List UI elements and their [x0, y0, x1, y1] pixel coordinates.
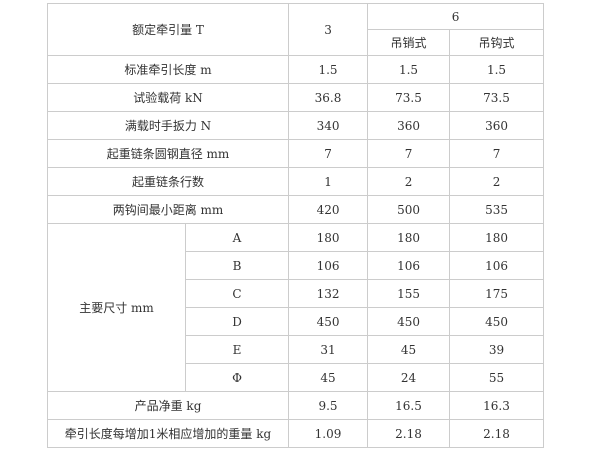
cell-value: 45 [367, 335, 451, 364]
cell-value: 2.18 [449, 419, 545, 448]
cell-value: 500 [367, 195, 451, 224]
row-label: 标准牵引长度 m [46, 55, 290, 84]
cell-value: 1.5 [449, 55, 545, 84]
table-row-min-hook-distance: 两钩间最小距离 mm 420 500 535 [46, 195, 545, 224]
header-capacity-3t: 3 [288, 3, 369, 56]
cell-value: 7 [288, 139, 369, 168]
table-row-dimension-d: D 450 450 450 [48, 307, 545, 336]
header-row-top: 额定牵引量 T 3 6 [46, 3, 545, 56]
cell-value: 1 [288, 167, 369, 196]
cell-value: 16.5 [367, 391, 451, 420]
header-capacity-6t: 6 [367, 3, 545, 30]
cell-value: 55 [449, 363, 545, 392]
table-row-dimension-e: E 31 45 39 [48, 335, 545, 364]
table-row-dimension-c: C 132 155 175 [48, 279, 545, 308]
cell-value: 24 [367, 363, 451, 392]
cell-value: 106 [288, 251, 369, 280]
cell-value: 155 [367, 279, 451, 308]
table-row-weight-per-extra-meter: 牵引长度每增加1米相应增加的重量 kg 1.09 2.18 2.18 [46, 419, 545, 448]
cell-value: 180 [367, 223, 451, 252]
cell-value: 2.18 [367, 419, 451, 448]
dimension-letter: Φ [184, 363, 290, 392]
cell-value: 73.5 [449, 83, 545, 112]
dimension-letter: A [184, 223, 290, 252]
cell-value: 450 [288, 307, 369, 336]
table-row-dimension-phi: Φ 45 24 55 [48, 363, 545, 392]
cell-value: 16.3 [449, 391, 545, 420]
cell-value: 535 [449, 195, 545, 224]
main-dimensions-label: 主要尺寸 mm [47, 223, 186, 392]
dimension-letter: E [184, 335, 290, 364]
table-row-dimension-a: 主要尺寸 mm A 180 180 180 [47, 223, 545, 392]
product-spec-table: 额定牵引量 T 3 6 吊销式 吊钩式 标准牵引长度 m 1.5 1.5 1.5… [46, 3, 545, 448]
cell-value: 180 [449, 223, 545, 252]
table-row-dimension-b: B 106 106 106 [48, 251, 545, 280]
cell-value: 2 [367, 167, 451, 196]
cell-value: 180 [288, 223, 369, 252]
row-label: 产品净重 kg [46, 391, 290, 420]
dimension-letter: D [184, 307, 290, 336]
cell-value: 1.09 [288, 419, 369, 448]
cell-value: 39 [449, 335, 545, 364]
row-label: 起重链条行数 [46, 167, 290, 196]
cell-value: 360 [449, 111, 545, 140]
row-label: 满载时手扳力 N [46, 111, 290, 140]
cell-value: 31 [288, 335, 369, 364]
cell-value: 7 [449, 139, 545, 168]
dimension-letter: C [184, 279, 290, 308]
cell-value: 420 [288, 195, 369, 224]
table-row-net-weight: 产品净重 kg 9.5 16.5 16.3 [46, 391, 545, 420]
header-hook-type: 吊钩式 [449, 29, 545, 56]
header-pin-type: 吊销式 [367, 29, 451, 56]
cell-value: 45 [288, 363, 369, 392]
cell-value: 1.5 [367, 55, 451, 84]
cell-value: 36.8 [288, 83, 369, 112]
cell-value: 2 [449, 167, 545, 196]
header-rated-capacity-label: 额定牵引量 T [46, 3, 290, 56]
cell-value: 73.5 [367, 83, 451, 112]
cell-value: 9.5 [288, 391, 369, 420]
table-row-standard-length: 标准牵引长度 m 1.5 1.5 1.5 [46, 55, 545, 84]
cell-value: 340 [288, 111, 369, 140]
row-label: 牵引长度每增加1米相应增加的重量 kg [46, 419, 290, 448]
cell-value: 132 [288, 279, 369, 308]
cell-value: 360 [367, 111, 451, 140]
row-label: 起重链条圆钢直径 mm [46, 139, 290, 168]
cell-value: 450 [449, 307, 545, 336]
cell-value: 106 [449, 251, 545, 280]
dimension-letter: B [184, 251, 290, 280]
row-label: 试验载荷 kN [46, 83, 290, 112]
cell-value: 175 [449, 279, 545, 308]
cell-value: 7 [367, 139, 451, 168]
table-row-chain-diameter: 起重链条圆钢直径 mm 7 7 7 [46, 139, 545, 168]
header-row-sub: 吊销式 吊钩式 [48, 29, 545, 56]
table-row-chain-strands: 起重链条行数 1 2 2 [46, 167, 545, 196]
row-label: 两钩间最小距离 mm [46, 195, 290, 224]
cell-value: 1.5 [288, 55, 369, 84]
table-row-test-load: 试验载荷 kN 36.8 73.5 73.5 [46, 83, 545, 112]
cell-value: 450 [367, 307, 451, 336]
table-row-hand-force: 满载时手扳力 N 340 360 360 [46, 111, 545, 140]
cell-value: 106 [367, 251, 451, 280]
